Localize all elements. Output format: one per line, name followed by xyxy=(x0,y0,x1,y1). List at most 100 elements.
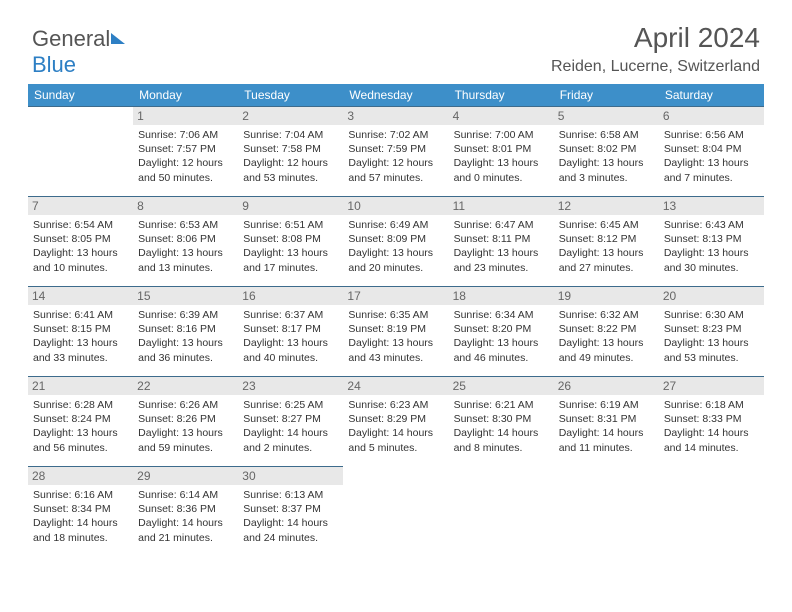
day-info: Sunrise: 6:41 AMSunset: 8:15 PMDaylight:… xyxy=(33,308,128,365)
daylight-text-2: and 10 minutes. xyxy=(33,261,128,275)
calendar-cell: 25Sunrise: 6:21 AMSunset: 8:30 PMDayligh… xyxy=(449,376,554,466)
sunrise-text: Sunrise: 6:30 AM xyxy=(664,308,759,322)
daylight-text-1: Daylight: 14 hours xyxy=(33,516,128,530)
weekday-header: Friday xyxy=(554,84,659,106)
day-number: 18 xyxy=(449,287,554,305)
sunrise-text: Sunrise: 7:00 AM xyxy=(454,128,549,142)
daylight-text-2: and 0 minutes. xyxy=(454,171,549,185)
daylight-text-1: Daylight: 14 hours xyxy=(348,426,443,440)
day-number: 3 xyxy=(343,107,448,125)
calendar-cell: 18Sunrise: 6:34 AMSunset: 8:20 PMDayligh… xyxy=(449,286,554,376)
daylight-text-1: Daylight: 14 hours xyxy=(664,426,759,440)
day-info: Sunrise: 6:39 AMSunset: 8:16 PMDaylight:… xyxy=(138,308,233,365)
day-info: Sunrise: 6:54 AMSunset: 8:05 PMDaylight:… xyxy=(33,218,128,275)
calendar-cell: 26Sunrise: 6:19 AMSunset: 8:31 PMDayligh… xyxy=(554,376,659,466)
sunset-text: Sunset: 8:05 PM xyxy=(33,232,128,246)
sunrise-text: Sunrise: 6:28 AM xyxy=(33,398,128,412)
sunrise-text: Sunrise: 6:54 AM xyxy=(33,218,128,232)
daylight-text-1: Daylight: 13 hours xyxy=(243,336,338,350)
daylight-text-1: Daylight: 13 hours xyxy=(559,156,654,170)
daylight-text-2: and 21 minutes. xyxy=(138,531,233,545)
sunrise-text: Sunrise: 6:58 AM xyxy=(559,128,654,142)
day-number: 27 xyxy=(659,377,764,395)
daylight-text-1: Daylight: 14 hours xyxy=(243,426,338,440)
daylight-text-1: Daylight: 13 hours xyxy=(664,246,759,260)
location-subtitle: Reiden, Lucerne, Switzerland xyxy=(551,58,760,76)
daylight-text-2: and 13 minutes. xyxy=(138,261,233,275)
day-number: 13 xyxy=(659,197,764,215)
sunrise-text: Sunrise: 6:18 AM xyxy=(664,398,759,412)
daylight-text-2: and 33 minutes. xyxy=(33,351,128,365)
daylight-text-1: Daylight: 12 hours xyxy=(348,156,443,170)
calendar-grid: SundayMondayTuesdayWednesdayThursdayFrid… xyxy=(28,84,764,556)
day-number: 24 xyxy=(343,377,448,395)
day-number: 28 xyxy=(28,467,133,485)
day-number: 26 xyxy=(554,377,659,395)
sunrise-text: Sunrise: 7:04 AM xyxy=(243,128,338,142)
calendar-cell: 7Sunrise: 6:54 AMSunset: 8:05 PMDaylight… xyxy=(28,196,133,286)
day-number: 11 xyxy=(449,197,554,215)
daylight-text-2: and 40 minutes. xyxy=(243,351,338,365)
calendar-cell: 8Sunrise: 6:53 AMSunset: 8:06 PMDaylight… xyxy=(133,196,238,286)
daylight-text-1: Daylight: 13 hours xyxy=(454,156,549,170)
calendar-cell xyxy=(28,106,133,196)
daylight-text-2: and 53 minutes. xyxy=(243,171,338,185)
daylight-text-1: Daylight: 13 hours xyxy=(348,246,443,260)
sunset-text: Sunset: 8:37 PM xyxy=(243,502,338,516)
calendar-cell: 6Sunrise: 6:56 AMSunset: 8:04 PMDaylight… xyxy=(659,106,764,196)
daylight-text-1: Daylight: 13 hours xyxy=(243,246,338,260)
day-info: Sunrise: 6:25 AMSunset: 8:27 PMDaylight:… xyxy=(243,398,338,455)
daylight-text-2: and 59 minutes. xyxy=(138,441,233,455)
daylight-text-2: and 30 minutes. xyxy=(664,261,759,275)
daylight-text-1: Daylight: 13 hours xyxy=(559,336,654,350)
daylight-text-2: and 53 minutes. xyxy=(664,351,759,365)
sunrise-text: Sunrise: 6:26 AM xyxy=(138,398,233,412)
calendar-cell: 22Sunrise: 6:26 AMSunset: 8:26 PMDayligh… xyxy=(133,376,238,466)
sunset-text: Sunset: 8:02 PM xyxy=(559,142,654,156)
daylight-text-1: Daylight: 14 hours xyxy=(559,426,654,440)
sunrise-text: Sunrise: 6:32 AM xyxy=(559,308,654,322)
sunset-text: Sunset: 8:17 PM xyxy=(243,322,338,336)
logo-text-1: General xyxy=(32,26,110,51)
day-info: Sunrise: 7:02 AMSunset: 7:59 PMDaylight:… xyxy=(348,128,443,185)
day-number: 9 xyxy=(238,197,343,215)
weekday-header: Sunday xyxy=(28,84,133,106)
sunrise-text: Sunrise: 6:13 AM xyxy=(243,488,338,502)
daylight-text-1: Daylight: 14 hours xyxy=(454,426,549,440)
sunrise-text: Sunrise: 6:39 AM xyxy=(138,308,233,322)
day-number: 15 xyxy=(133,287,238,305)
sunset-text: Sunset: 8:15 PM xyxy=(33,322,128,336)
daylight-text-2: and 23 minutes. xyxy=(454,261,549,275)
daylight-text-2: and 57 minutes. xyxy=(348,171,443,185)
calendar-cell: 16Sunrise: 6:37 AMSunset: 8:17 PMDayligh… xyxy=(238,286,343,376)
day-info: Sunrise: 6:45 AMSunset: 8:12 PMDaylight:… xyxy=(559,218,654,275)
sunset-text: Sunset: 8:20 PM xyxy=(454,322,549,336)
sunrise-text: Sunrise: 6:23 AM xyxy=(348,398,443,412)
day-number: 10 xyxy=(343,197,448,215)
daylight-text-2: and 43 minutes. xyxy=(348,351,443,365)
day-info: Sunrise: 6:35 AMSunset: 8:19 PMDaylight:… xyxy=(348,308,443,365)
logo-triangle-icon xyxy=(111,33,125,44)
calendar-cell: 21Sunrise: 6:28 AMSunset: 8:24 PMDayligh… xyxy=(28,376,133,466)
sunrise-text: Sunrise: 6:47 AM xyxy=(454,218,549,232)
day-number: 19 xyxy=(554,287,659,305)
day-info: Sunrise: 7:04 AMSunset: 7:58 PMDaylight:… xyxy=(243,128,338,185)
calendar-cell: 3 Sunrise: 7:02 AMSunset: 7:59 PMDaylight… xyxy=(343,106,448,196)
calendar-cell: 11Sunrise: 6:47 AMSunset: 8:11 PMDayligh… xyxy=(449,196,554,286)
calendar-cell: 13Sunrise: 6:43 AMSunset: 8:13 PMDayligh… xyxy=(659,196,764,286)
logo-text-2: Blue xyxy=(32,52,76,77)
daylight-text-2: and 18 minutes. xyxy=(33,531,128,545)
day-info: Sunrise: 7:00 AMSunset: 8:01 PMDaylight:… xyxy=(454,128,549,185)
daylight-text-1: Daylight: 14 hours xyxy=(243,516,338,530)
sunset-text: Sunset: 8:34 PM xyxy=(33,502,128,516)
day-info: Sunrise: 6:16 AMSunset: 8:34 PMDaylight:… xyxy=(33,488,128,545)
daylight-text-1: Daylight: 12 hours xyxy=(138,156,233,170)
sunset-text: Sunset: 8:12 PM xyxy=(559,232,654,246)
sunrise-text: Sunrise: 6:49 AM xyxy=(348,218,443,232)
calendar-cell: 14Sunrise: 6:41 AMSunset: 8:15 PMDayligh… xyxy=(28,286,133,376)
daylight-text-1: Daylight: 13 hours xyxy=(454,336,549,350)
calendar-cell: 4Sunrise: 7:00 AMSunset: 8:01 PMDaylight… xyxy=(449,106,554,196)
sunset-text: Sunset: 8:30 PM xyxy=(454,412,549,426)
calendar-cell: 27Sunrise: 6:18 AMSunset: 8:33 PMDayligh… xyxy=(659,376,764,466)
day-number: 29 xyxy=(133,467,238,485)
